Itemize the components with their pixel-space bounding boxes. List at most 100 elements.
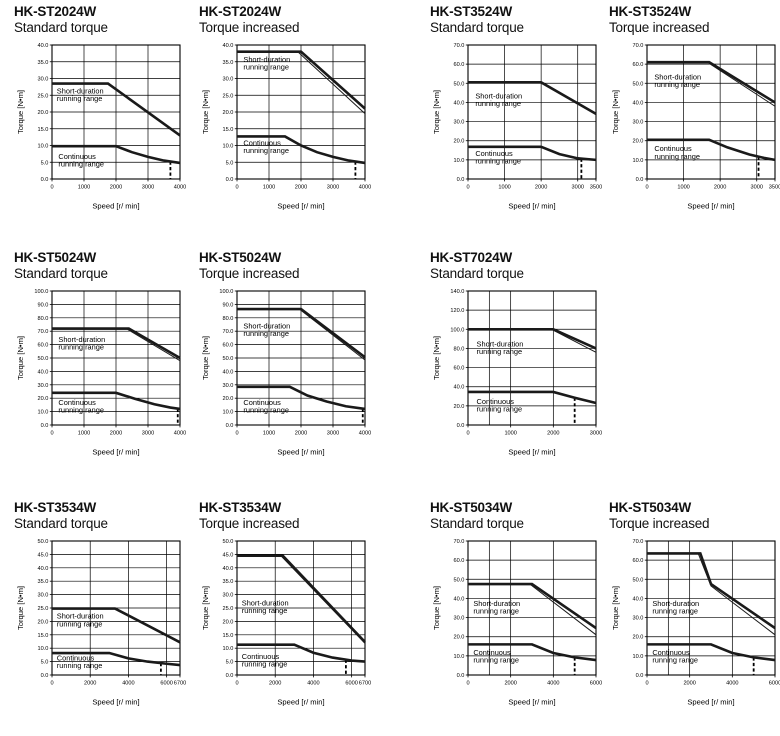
chart-variant-subtitle: Standard torque: [430, 20, 524, 35]
series-path: [237, 135, 366, 165]
svg-text:running range: running range: [654, 80, 700, 89]
chart-plot: 0.0 5.0 10.0 15.0 20.0 25.0 30.0 35.0 40.0 0 1000 2…: [16, 43, 186, 211]
plot-area: 0.0 10.0 20.0 30.0 40.0 50.0 60.0 70.0 0 2000 4000…: [430, 535, 620, 711]
svg-text:4000: 4000: [547, 681, 559, 687]
svg-text:40.0: 40.0: [223, 566, 234, 572]
chart-cell-hk-st3534w-increased: HK-ST3534W Torque increased 0.0 5.0 10.0 15.0…: [199, 500, 389, 711]
svg-text:Short-duration: Short-duration: [57, 612, 104, 621]
svg-text:10.0: 10.0: [38, 144, 49, 150]
svg-text:0: 0: [466, 681, 469, 687]
svg-text:Continuous: Continuous: [652, 648, 690, 657]
svg-text:0.0: 0.0: [226, 673, 234, 679]
svg-text:Speed [r/ min]: Speed [r/ min]: [508, 698, 555, 707]
svg-text:10.0: 10.0: [223, 646, 234, 652]
svg-text:Torque [N•m]: Torque [N•m]: [432, 90, 441, 134]
svg-text:40.0: 40.0: [454, 596, 465, 602]
series-path: [468, 643, 597, 662]
svg-text:Speed [r/ min]: Speed [r/ min]: [277, 698, 324, 707]
svg-text:1000: 1000: [498, 185, 510, 191]
series-path: [468, 329, 597, 353]
svg-text:Torque [N•m]: Torque [N•m]: [201, 336, 210, 380]
svg-text:30.0: 30.0: [633, 616, 644, 622]
svg-text:35.0: 35.0: [38, 579, 49, 585]
svg-text:Continuous: Continuous: [477, 397, 515, 406]
chart-variant-subtitle: Standard torque: [14, 516, 108, 531]
svg-text:70.0: 70.0: [633, 43, 644, 49]
svg-text:15.0: 15.0: [38, 633, 49, 639]
svg-text:10.0: 10.0: [38, 646, 49, 652]
svg-text:30.0: 30.0: [454, 616, 465, 622]
svg-text:4000: 4000: [122, 681, 134, 687]
svg-text:30.0: 30.0: [38, 77, 49, 83]
svg-text:80.0: 80.0: [38, 316, 49, 322]
series-path: [52, 651, 181, 667]
svg-text:Speed [r/ min]: Speed [r/ min]: [92, 698, 139, 707]
svg-text:6000: 6000: [345, 681, 357, 687]
svg-text:Continuous: Continuous: [654, 144, 692, 153]
svg-text:40.0: 40.0: [38, 369, 49, 375]
series-path: [52, 82, 181, 137]
svg-text:2000: 2000: [295, 431, 307, 437]
svg-text:0: 0: [235, 431, 238, 437]
svg-text:10.0: 10.0: [38, 410, 49, 416]
svg-text:Continuous: Continuous: [57, 653, 95, 662]
svg-text:4000: 4000: [726, 681, 738, 687]
svg-text:0.0: 0.0: [636, 177, 644, 183]
svg-text:0: 0: [235, 185, 238, 191]
svg-text:Continuous: Continuous: [58, 152, 96, 161]
plot-area: 0.0 10.0 20.0 30.0 40.0 50.0 60.0 70.0 80.0 90.0 1…: [199, 285, 389, 461]
chart-plot: 0.0 10.0 20.0 30.0 40.0 50.0 60.0 70.0 0 2000 4000…: [432, 539, 602, 707]
chart-model-title: HK-ST3534W: [14, 500, 97, 515]
svg-text:4000: 4000: [174, 431, 186, 437]
svg-text:2000: 2000: [84, 681, 96, 687]
svg-text:40.0: 40.0: [454, 385, 465, 391]
svg-text:20.0: 20.0: [454, 635, 465, 641]
svg-text:running range: running range: [242, 660, 288, 669]
svg-text:20.0: 20.0: [38, 396, 49, 402]
svg-text:4000: 4000: [307, 681, 319, 687]
series-path: [647, 552, 776, 630]
svg-text:running range: running range: [243, 62, 289, 71]
chart-model-title: HK-ST2024W: [199, 4, 282, 19]
svg-text:2000: 2000: [547, 431, 559, 437]
svg-text:Speed [r/ min]: Speed [r/ min]: [687, 698, 734, 707]
chart-cell-hk-st5024w-standard: HK-ST5024W Standard torque 0.0 10.0 20.0 30.0…: [14, 250, 204, 461]
svg-text:20.0: 20.0: [223, 619, 234, 625]
series-path: [52, 327, 181, 360]
plot-area: 0.0 5.0 10.0 15.0 20.0 25.0 30.0 35.0 40.0 45.0 50…: [14, 535, 204, 711]
chart-plot: 0.0 20.0 40.0 60.0 80.0 100.0 120.0 140.0 0 1000 2…: [432, 289, 602, 457]
series-path: [647, 552, 776, 636]
svg-text:25.0: 25.0: [223, 606, 234, 612]
svg-text:0: 0: [235, 681, 238, 687]
svg-text:35.0: 35.0: [223, 579, 234, 585]
svg-text:0.0: 0.0: [226, 177, 234, 183]
svg-text:Continuous: Continuous: [473, 648, 511, 657]
svg-text:40.0: 40.0: [454, 100, 465, 106]
chart-cell-hk-st3524w-standard: HK-ST3524W Standard torque 0.0 10.0 20.0 30.0…: [430, 4, 620, 215]
svg-text:running range: running range: [475, 157, 521, 166]
svg-text:0.0: 0.0: [457, 673, 465, 679]
svg-text:Continuous: Continuous: [242, 652, 280, 661]
svg-text:3000: 3000: [571, 185, 583, 191]
svg-text:15.0: 15.0: [38, 127, 49, 133]
svg-text:50.0: 50.0: [223, 356, 234, 362]
svg-text:50.0: 50.0: [633, 81, 644, 87]
svg-text:running range: running range: [475, 99, 521, 108]
chart-model-title: HK-ST3534W: [199, 500, 282, 515]
chart-model-title: HK-ST5024W: [14, 250, 97, 265]
series-path: [647, 61, 776, 107]
svg-text:60.0: 60.0: [223, 343, 234, 349]
svg-text:1000: 1000: [677, 185, 689, 191]
series-path: [237, 385, 366, 411]
svg-text:6700: 6700: [174, 681, 186, 687]
chart-variant-subtitle: Torque increased: [199, 516, 300, 531]
svg-text:60.0: 60.0: [38, 343, 49, 349]
svg-text:running range: running range: [473, 656, 519, 665]
svg-text:2000: 2000: [535, 185, 547, 191]
plot-area: 0.0 10.0 20.0 30.0 40.0 50.0 60.0 70.0 80.0 90.0 1…: [14, 285, 204, 461]
svg-text:Speed [r/ min]: Speed [r/ min]: [92, 202, 139, 211]
svg-text:10.0: 10.0: [454, 654, 465, 660]
chart-plot: 0.0 5.0 10.0 15.0 20.0 25.0 30.0 35.0 40.0 45.0 50…: [201, 539, 371, 707]
svg-text:30.0: 30.0: [38, 593, 49, 599]
svg-text:Speed [r/ min]: Speed [r/ min]: [277, 202, 324, 211]
